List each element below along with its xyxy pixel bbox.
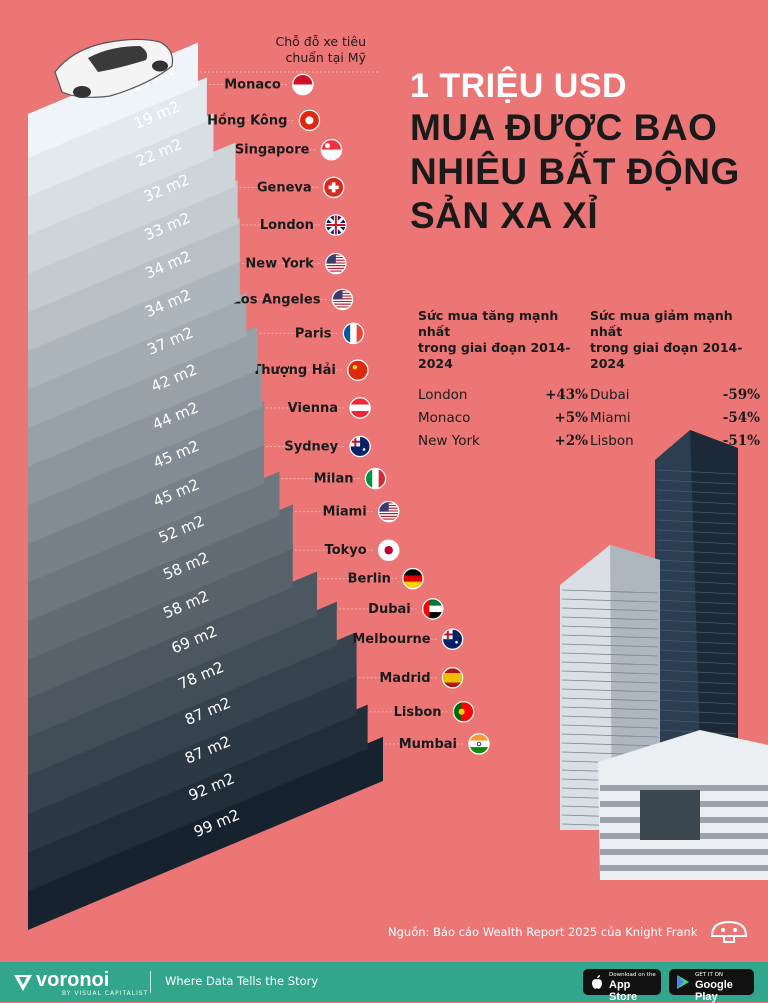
source-note: Nguồn: Báo cáo Wealth Report 2025 của Kn…: [388, 925, 698, 939]
austria-flag-icon: [349, 397, 371, 419]
city-label: Mumbai: [399, 737, 457, 752]
brand-subtitle: BY VISUAL CAPITALIST: [62, 990, 149, 997]
japan-flag-icon: [377, 539, 400, 561]
google-play-label: Google Play: [695, 979, 733, 1003]
parking-label: chuẩn tại Mỹ: [286, 50, 367, 65]
china-flag-icon: [347, 359, 369, 381]
monaco-flag-icon: [292, 73, 314, 96]
usa-flag-icon: [331, 288, 354, 311]
city-label: Los Angeles: [233, 292, 321, 307]
portugal-flag-icon: [452, 701, 475, 723]
parking-label: Chỗ đỗ xe tiêu: [276, 34, 367, 49]
city-label: London: [260, 218, 314, 233]
decline-panel: Sức mua giảm mạnh nhất trong giai đoạn 20…: [590, 308, 760, 453]
spain-flag-icon: [441, 667, 464, 689]
buildings-illustration: [560, 430, 768, 880]
australia-flag-icon: [349, 435, 371, 458]
city-label: Madrid: [379, 671, 430, 686]
title-line2: MUA ĐƯỢC BAO NHIÊU BẤT ĐỘNG SẢN XA XỈ: [410, 107, 740, 236]
google-play-icon: [677, 975, 689, 989]
city-label: Paris: [295, 326, 332, 341]
uae-flag-icon: [422, 598, 444, 620]
city-label: Monaco: [224, 78, 281, 93]
city-label: Dubai: [368, 602, 411, 617]
growth-row: London +43%: [418, 387, 588, 403]
hong-kong-flag-icon: [298, 109, 321, 132]
city-label: Berlin: [348, 572, 391, 587]
city-label: Melbourne: [352, 632, 430, 647]
city-label: Hồng Kông: [207, 113, 287, 128]
google-play-small: GET IT ON: [695, 972, 724, 978]
footer-divider: [150, 971, 151, 993]
city-label: Geneva: [257, 180, 312, 195]
city-label: Sydney: [284, 439, 338, 454]
app-store-small: Download on the: [609, 972, 656, 978]
car-icon: [54, 38, 174, 98]
decline-heading: Sức mua giảm mạnh nhất trong giai đoạn 20…: [590, 308, 743, 371]
brand-name: voronoi: [36, 969, 110, 991]
voronoi-logo-icon: [14, 975, 32, 991]
mushroom-logo-icon: [710, 920, 748, 943]
growth-heading: Sức mua tăng mạnh nhất trong giai đoạn 20…: [418, 308, 571, 371]
title-line1: 1 TRIỆU USD: [410, 67, 628, 105]
india-flag-icon: [468, 733, 490, 755]
growth-row: New York +2%: [418, 433, 588, 449]
france-flag-icon: [342, 322, 365, 345]
google-play-button[interactable]: GET IT ON Google Play: [669, 969, 754, 1003]
italy-flag-icon: [364, 467, 387, 490]
usa-flag-icon: [325, 252, 347, 275]
switzerland-flag-icon: [322, 176, 345, 199]
germany-flag-icon: [402, 567, 424, 590]
australia-flag-icon: [441, 628, 464, 650]
decline-row: Lisbon -51%: [590, 433, 760, 449]
city-label: Vienna: [288, 401, 338, 416]
footer-bar: voronoi BY VISUAL CAPITALIST Where Data …: [0, 962, 768, 1003]
uk-flag-icon: [325, 214, 347, 236]
decline-row: Miami -54%: [590, 410, 760, 426]
app-store-button[interactable]: Download on the App Store: [583, 969, 661, 1003]
page-title: 1 TRIỆU USD MUA ĐƯỢC BAO NHIÊU BẤT ĐỘNG …: [410, 66, 760, 238]
city-label: Tokyo: [325, 543, 367, 558]
city-label: Singapore: [235, 143, 310, 158]
city-label: Miami: [323, 505, 367, 520]
city-label: Lisbon: [394, 705, 442, 720]
city-label: Thượng Hải: [252, 363, 336, 378]
tagline: Where Data Tells the Story: [165, 974, 319, 988]
app-store-label: App Store: [609, 979, 638, 1003]
city-label: Milan: [314, 472, 354, 487]
city-label: New York: [245, 257, 314, 272]
usa-flag-icon: [377, 500, 400, 523]
growth-row: Monaco +5%: [418, 410, 588, 426]
growth-panel: Sức mua tăng mạnh nhất trong giai đoạn 20…: [418, 308, 588, 453]
decline-row: Dubai -59%: [590, 387, 760, 403]
singapore-flag-icon: [320, 138, 343, 161]
apple-icon: [592, 975, 602, 989]
